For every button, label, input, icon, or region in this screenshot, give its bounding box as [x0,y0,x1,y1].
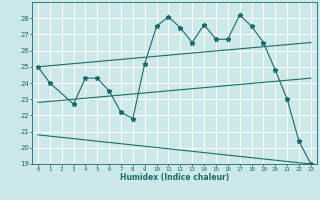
X-axis label: Humidex (Indice chaleur): Humidex (Indice chaleur) [120,173,229,182]
